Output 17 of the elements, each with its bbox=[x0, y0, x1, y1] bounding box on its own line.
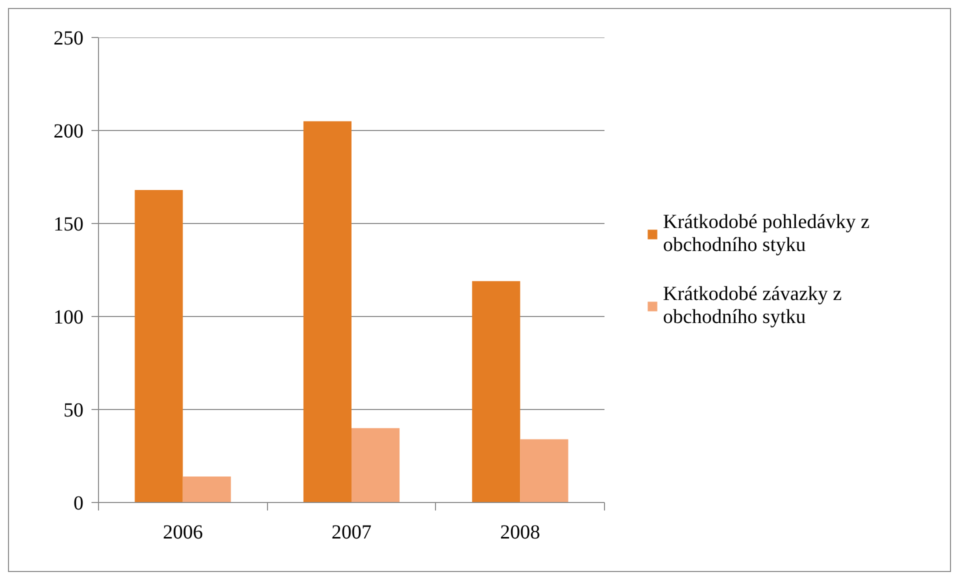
y-tick-label: 50 bbox=[64, 400, 84, 422]
bar bbox=[352, 428, 400, 502]
bar bbox=[134, 190, 183, 502]
bar bbox=[303, 121, 352, 502]
y-tick-label: 0 bbox=[74, 492, 84, 514]
bar bbox=[472, 281, 520, 502]
y-tick-label: 150 bbox=[54, 214, 84, 236]
bar bbox=[520, 439, 568, 502]
x-tick-label: 2006 bbox=[162, 522, 203, 544]
y-tick-label: 250 bbox=[54, 28, 84, 50]
legend-label: Krátkodobé závazky z obchodního sytku bbox=[663, 282, 842, 328]
y-tick-label: 100 bbox=[54, 306, 84, 328]
legend-label: Krátkodobé pohledávky z obchodního styku bbox=[663, 210, 870, 256]
x-tick-label: 2007 bbox=[332, 522, 372, 544]
bar bbox=[182, 476, 231, 502]
x-tick-label: 2008 bbox=[500, 522, 540, 544]
y-tick-label: 200 bbox=[54, 120, 84, 142]
